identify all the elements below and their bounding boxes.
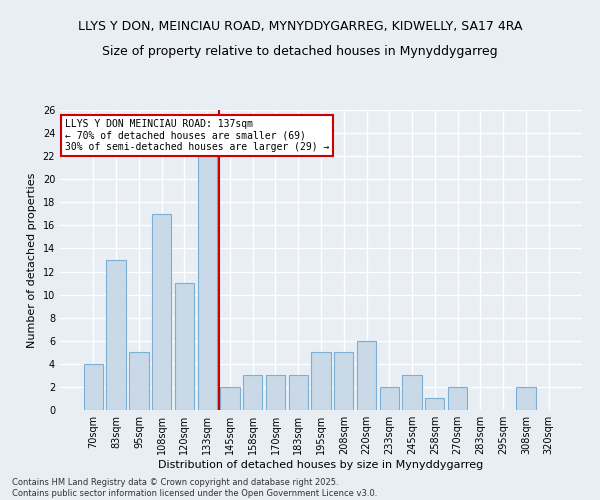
Bar — [425, 398, 445, 410]
Bar — [129, 352, 149, 410]
Bar — [448, 387, 467, 410]
Bar — [106, 260, 126, 410]
Text: LLYS Y DON, MEINCIAU ROAD, MYNYDDYGARREG, KIDWELLY, SA17 4RA: LLYS Y DON, MEINCIAU ROAD, MYNYDDYGARREG… — [78, 20, 522, 33]
Bar — [380, 387, 399, 410]
Bar — [220, 387, 239, 410]
Bar — [334, 352, 353, 410]
Bar — [175, 283, 194, 410]
Bar — [357, 341, 376, 410]
Bar — [289, 376, 308, 410]
Text: Size of property relative to detached houses in Mynyddygarreg: Size of property relative to detached ho… — [102, 45, 498, 58]
X-axis label: Distribution of detached houses by size in Mynyddygarreg: Distribution of detached houses by size … — [158, 460, 484, 470]
Bar — [243, 376, 262, 410]
Bar — [311, 352, 331, 410]
Bar — [403, 376, 422, 410]
Text: LLYS Y DON MEINCIAU ROAD: 137sqm
← 70% of detached houses are smaller (69)
30% o: LLYS Y DON MEINCIAU ROAD: 137sqm ← 70% o… — [65, 119, 329, 152]
Bar — [516, 387, 536, 410]
Text: Contains HM Land Registry data © Crown copyright and database right 2025.
Contai: Contains HM Land Registry data © Crown c… — [12, 478, 377, 498]
Y-axis label: Number of detached properties: Number of detached properties — [27, 172, 37, 348]
Bar — [266, 376, 285, 410]
Bar — [197, 156, 217, 410]
Bar — [84, 364, 103, 410]
Bar — [152, 214, 172, 410]
